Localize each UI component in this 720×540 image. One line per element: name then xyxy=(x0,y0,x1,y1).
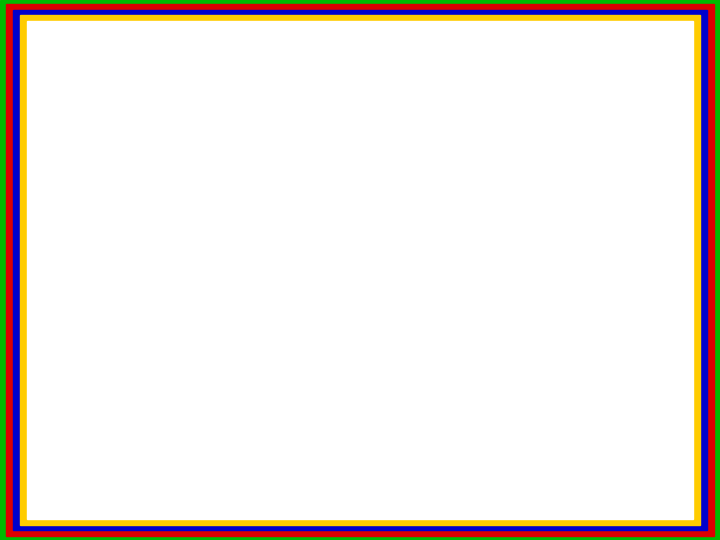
Text: radius 4 cm such that the segments BD and DC: radius 4 cm such that the segments BD an… xyxy=(155,58,610,76)
Text: the sides AB and AC.: the sides AB and AC. xyxy=(155,163,364,181)
Text: 8 cm: 8 cm xyxy=(533,282,569,298)
Text: •  A triangle ABC is drawn to circumscribe a circle of: • A triangle ABC is drawn to circumscrib… xyxy=(155,23,636,40)
Text: C: C xyxy=(254,255,266,274)
Text: are of lengths 8 cm and 6 cm respectively. Find: are of lengths 8 cm and 6 cm respectivel… xyxy=(155,128,607,146)
Text: A: A xyxy=(436,35,449,53)
Text: 6 cm: 6 cm xyxy=(342,282,378,298)
Text: O: O xyxy=(459,172,473,190)
Text: into which BC is divided by the point of contact D: into which BC is divided by the point of… xyxy=(155,93,627,111)
Text: D: D xyxy=(439,282,454,300)
Text: B: B xyxy=(670,255,683,274)
